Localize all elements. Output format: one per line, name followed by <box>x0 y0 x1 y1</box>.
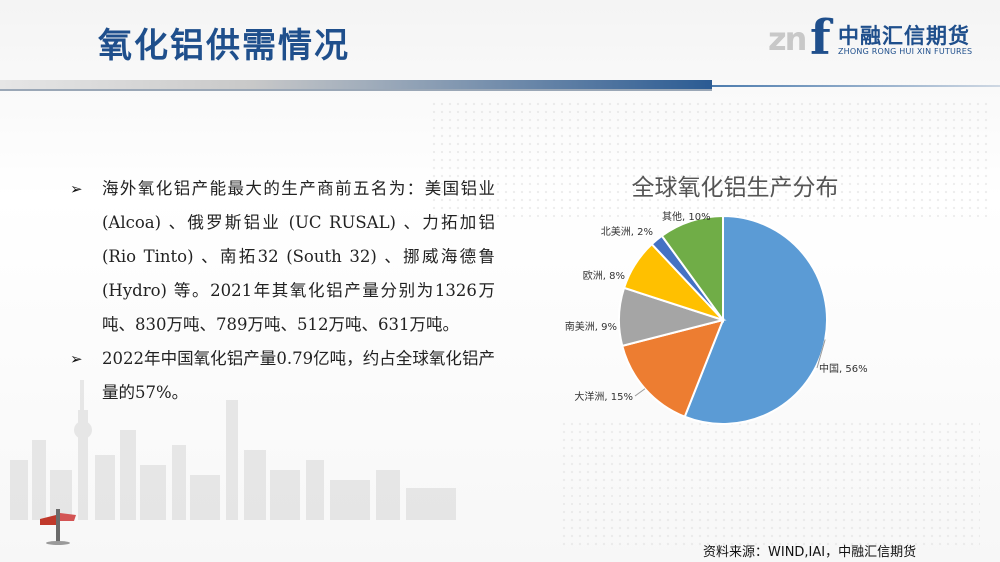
company-logo: zn f 中融汇信期货 ZHONG RONG HUI XIN FUTURES <box>768 10 988 66</box>
pie-label-南美洲: 南美洲, 9% <box>565 320 617 333</box>
logo-name-en: ZHONG RONG HUI XIN FUTURES <box>838 47 973 56</box>
bullet-text: 2022年中国氧化铝产量0.79亿吨，约占全球氧化铝产量的57%。 <box>102 349 495 402</box>
bullet-list: ➢ 海外氧化铝产能最大的生产商前五名为：美国铝业 (Alcoa) 、俄罗斯铝业 … <box>70 172 495 410</box>
signpost-icon <box>40 509 76 545</box>
pie-slice-其他 <box>660 214 724 324</box>
bullet-item: ➢ 2022年中国氧化铝产量0.79亿吨，约占全球氧化铝产量的57%。 <box>70 342 495 410</box>
pie-label-欧洲: 欧洲, 8% <box>583 270 625 282</box>
pie-label-大洋洲: 大洋洲, 15% <box>574 390 633 403</box>
page-title: 氧化铝供需情况 <box>98 26 350 66</box>
world-map-decoration-lower <box>560 420 980 550</box>
pie-leader-line <box>816 339 826 369</box>
pie-chart: 中国, 56% 大洋洲, 15% 南美洲, 9% 欧洲, 8% 北美洲, 2% 其他, 1… <box>565 210 868 425</box>
pie-label-北美洲: 北美洲, 2% <box>601 225 653 238</box>
pie-label-中国: 中国, 56% <box>819 362 868 375</box>
bullet-text: 海外氧化铝产能最大的生产商前五名为：美国铝业 (Alcoa) 、俄罗斯铝业 (U… <box>102 179 495 334</box>
logo-mark-f: f <box>810 10 831 66</box>
title-underline-line <box>0 89 712 91</box>
logo-mark-zn: zn <box>768 20 807 58</box>
logo-name-cn: 中融汇信期货 <box>838 24 970 48</box>
city-skyline-decoration <box>10 380 456 520</box>
bullet-item: ➢ 海外氧化铝产能最大的生产商前五名为：美国铝业 (Alcoa) 、俄罗斯铝业 … <box>70 172 495 342</box>
bullet-arrow-icon: ➢ <box>70 350 83 368</box>
title-underline-bar <box>0 80 712 89</box>
data-source-note: 资料来源：WIND,IAI，中融汇信期货 <box>703 545 917 560</box>
pie-leader-line <box>634 388 646 397</box>
title-underline-tail <box>712 85 1000 87</box>
world-map-decoration <box>430 100 990 220</box>
chart-title: 全球氧化铝生产分布 <box>631 175 839 201</box>
bullet-arrow-icon: ➢ <box>70 180 83 198</box>
pie-label-其他: 其他, 10% <box>662 210 711 223</box>
slide-header: 氧化铝供需情况 <box>0 0 1000 91</box>
